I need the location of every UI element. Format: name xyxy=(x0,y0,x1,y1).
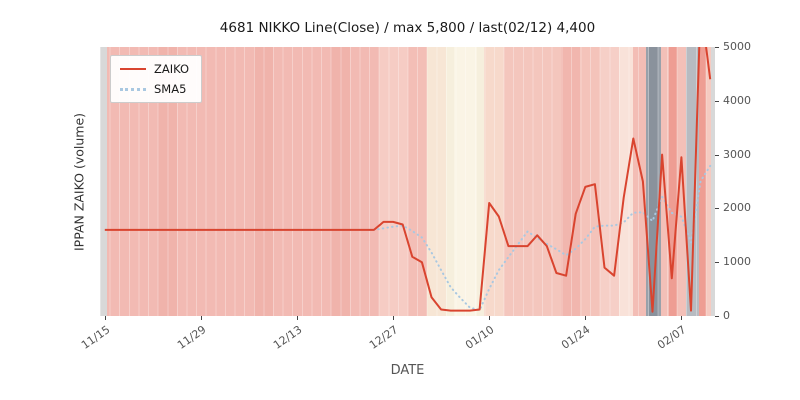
background-band xyxy=(599,47,619,316)
x-tick-mark xyxy=(104,316,106,320)
plot-area: ZAIKO SMA5 xyxy=(100,47,715,316)
legend: ZAIKO SMA5 xyxy=(110,55,203,103)
background-band xyxy=(330,47,350,316)
legend-label-zaiko: ZAIKO xyxy=(154,62,190,76)
y-axis-label: IPPAN ZAIKO (volume) xyxy=(71,112,87,252)
y-tick-mark xyxy=(715,316,719,317)
background-band xyxy=(706,47,712,316)
background-band xyxy=(378,47,408,316)
series-plot xyxy=(104,47,712,313)
background-band xyxy=(648,47,659,316)
x-axis-label: DATE xyxy=(390,363,425,378)
x-tick-mark xyxy=(489,316,491,320)
y-tick-mark xyxy=(715,100,719,102)
background-band xyxy=(484,47,504,316)
legend-label-sma5: SMA5 xyxy=(154,82,187,96)
background-band xyxy=(426,47,446,316)
y-tick-label: 3000 xyxy=(723,147,751,161)
background-band xyxy=(503,47,562,316)
y-tick-label: 5000 xyxy=(723,40,751,53)
x-tick-mark xyxy=(393,316,395,320)
legend-item-zaiko: ZAIKO xyxy=(120,62,189,76)
y-tick-mark xyxy=(715,154,719,156)
background-band xyxy=(580,47,600,316)
zaiko-line-sample xyxy=(120,68,146,70)
background-band xyxy=(100,47,107,316)
background-band xyxy=(711,47,715,316)
x-tick-mark xyxy=(297,316,298,320)
background-band xyxy=(253,47,273,316)
x-tick-mark xyxy=(585,316,587,320)
zaiko-line xyxy=(104,47,712,313)
background-band xyxy=(633,47,646,316)
y-tick-mark xyxy=(715,262,719,264)
y-tick-label: 0 xyxy=(723,309,730,322)
y-tick-mark xyxy=(715,47,719,48)
background-band xyxy=(698,47,707,316)
y-tick-label: 4000 xyxy=(723,93,751,107)
background-band xyxy=(668,47,677,316)
background-band xyxy=(453,47,477,316)
background-band xyxy=(157,47,177,316)
chart-title: 4681 NIKKO Line(Close) / max 5,800 / las… xyxy=(219,20,596,36)
y-tick-mark xyxy=(715,208,719,210)
background-band xyxy=(686,47,699,316)
x-tick-mark xyxy=(681,316,683,320)
y-tick-label: 1000 xyxy=(723,255,751,269)
sma5-line-sample xyxy=(120,87,146,91)
x-tick-mark xyxy=(200,316,202,320)
legend-item-sma5: SMA5 xyxy=(120,82,189,96)
y-tick-label: 2000 xyxy=(723,201,751,215)
background-band xyxy=(407,47,427,316)
